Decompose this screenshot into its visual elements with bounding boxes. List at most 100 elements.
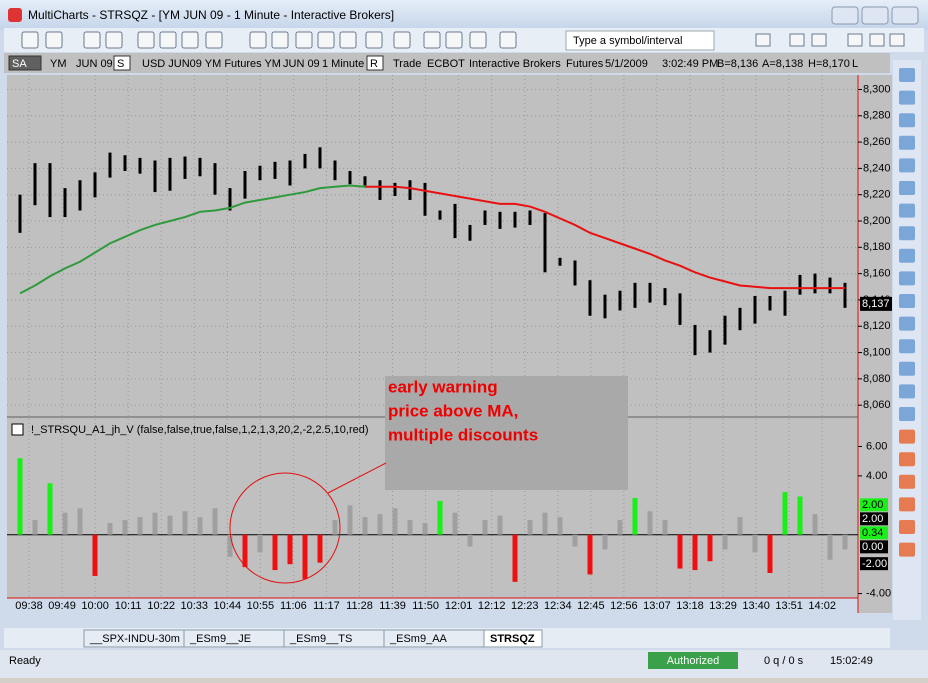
- value-marker: [860, 526, 888, 540]
- toolbar-button[interactable]: [205, 31, 223, 49]
- tool-button[interactable]: [899, 181, 915, 195]
- tool-button[interactable]: [899, 497, 915, 512]
- histogram-bar: [167, 515, 173, 535]
- tool-button[interactable]: [899, 113, 915, 128]
- close-box[interactable]: [11, 423, 24, 436]
- histogram-bar: [137, 517, 143, 535]
- toolbar-button[interactable]: [869, 33, 885, 47]
- x-tick-label: 12:01: [445, 600, 473, 612]
- toolbar-button[interactable]: [159, 31, 177, 49]
- tool-button[interactable]: [899, 339, 915, 354]
- tool-button[interactable]: [899, 271, 915, 286]
- histogram-bar: [527, 520, 533, 535]
- histogram-bar: [737, 517, 743, 535]
- tool-button[interactable]: [899, 316, 915, 331]
- tool-button[interactable]: [899, 361, 915, 376]
- value-marker: [860, 498, 888, 512]
- value-marker: [860, 557, 888, 571]
- histogram-bar: [662, 520, 668, 535]
- x-tick-label: 12:12: [478, 600, 506, 612]
- toolbar-button[interactable]: [249, 31, 267, 49]
- y-tick-label: 6.00: [866, 440, 887, 452]
- histogram-bar: [302, 534, 308, 579]
- minimize-button[interactable]: [831, 6, 859, 25]
- tool-button[interactable]: [899, 452, 915, 467]
- info-text: S: [117, 58, 124, 70]
- toolbar-button[interactable]: [339, 31, 357, 49]
- toolbar-button[interactable]: [889, 33, 905, 47]
- toolbar-button[interactable]: [469, 31, 487, 49]
- toolbar-button[interactable]: [45, 31, 63, 49]
- tool-button[interactable]: [899, 474, 915, 489]
- info-box: [113, 55, 131, 71]
- tool-button[interactable]: [899, 407, 915, 421]
- auth-badge: [648, 652, 738, 669]
- tool-button[interactable]: [899, 294, 915, 308]
- tool-button[interactable]: [899, 135, 915, 150]
- toolbar-button[interactable]: [445, 31, 463, 49]
- x-tick-label: 12:56: [610, 600, 638, 612]
- y-tick-label: 8,080: [863, 373, 891, 385]
- toolbar-button[interactable]: [499, 31, 517, 49]
- histogram-bar: [332, 520, 338, 535]
- tool-button[interactable]: [899, 384, 915, 399]
- symbol-box-text: Type a symbol/interval: [573, 35, 682, 47]
- histogram-bar: [392, 508, 398, 535]
- value-marker: [860, 512, 888, 526]
- toolbar-button[interactable]: [21, 31, 39, 49]
- toolbar-button[interactable]: [181, 31, 199, 49]
- toolbar-button[interactable]: [755, 33, 771, 47]
- tool-button[interactable]: [899, 158, 915, 173]
- info-text: SA: [12, 58, 27, 70]
- histogram-bar: [692, 534, 698, 571]
- toolbar-button[interactable]: [271, 31, 289, 49]
- histogram-bar: [572, 534, 578, 547]
- info-text: Trade: [393, 58, 421, 70]
- info-text: YM: [50, 58, 67, 70]
- tool-button[interactable]: [899, 203, 915, 218]
- x-tick-label: 10:22: [147, 600, 175, 612]
- symbol-box[interactable]: [565, 30, 715, 51]
- tool-button[interactable]: [899, 90, 915, 105]
- toolbar-button[interactable]: [83, 31, 101, 49]
- toolbar-button[interactable]: [137, 31, 155, 49]
- tool-button[interactable]: [899, 542, 915, 557]
- tab[interactable]: [483, 629, 543, 648]
- y-tick-label: 8,280: [863, 110, 891, 122]
- status-text: Ready: [9, 655, 41, 667]
- quotes-text: 0 q / 0 s: [764, 655, 804, 667]
- toolbar-button[interactable]: [295, 31, 313, 49]
- histogram-bar: [47, 483, 53, 535]
- y-tick-label: 4.00: [866, 470, 887, 482]
- info-text: USD JUN09 YM Futures YM: [142, 58, 281, 70]
- tool-button[interactable]: [899, 248, 915, 263]
- tool-button[interactable]: [899, 429, 915, 444]
- toolbar-button[interactable]: [317, 31, 335, 49]
- close-button[interactable]: [891, 6, 919, 25]
- toolbar-button[interactable]: [847, 33, 863, 47]
- x-tick-label: 09:38: [15, 600, 43, 612]
- toolbar-button[interactable]: [365, 31, 383, 49]
- x-tick-label: 11:06: [280, 600, 307, 612]
- tool-button[interactable]: [899, 226, 915, 241]
- value-marker-label: -2.00: [862, 558, 887, 570]
- info-text: Futures: [566, 58, 604, 70]
- y-tick-label: 8,120: [863, 320, 891, 332]
- histogram-bar: [287, 534, 293, 565]
- info-text: Interactive Brokers: [469, 58, 561, 70]
- value-marker-label: 0.34: [862, 527, 883, 539]
- x-tick-label: 10:33: [180, 600, 208, 612]
- tool-button[interactable]: [899, 520, 915, 534]
- toolbar-button[interactable]: [105, 31, 123, 49]
- y-tick-label: 8,060: [863, 399, 891, 411]
- annotation-box: [385, 376, 628, 490]
- tab-label: _ESm9__JE: [189, 633, 251, 645]
- toolbar-button[interactable]: [393, 31, 411, 49]
- info-text: ECBOT: [427, 58, 465, 70]
- tool-button[interactable]: [899, 68, 915, 82]
- maximize-button[interactable]: [861, 6, 889, 25]
- toolbar-button[interactable]: [789, 33, 805, 47]
- toolbar-button[interactable]: [423, 31, 441, 49]
- y-tick-label: 8,180: [863, 241, 891, 253]
- toolbar-button[interactable]: [811, 33, 827, 47]
